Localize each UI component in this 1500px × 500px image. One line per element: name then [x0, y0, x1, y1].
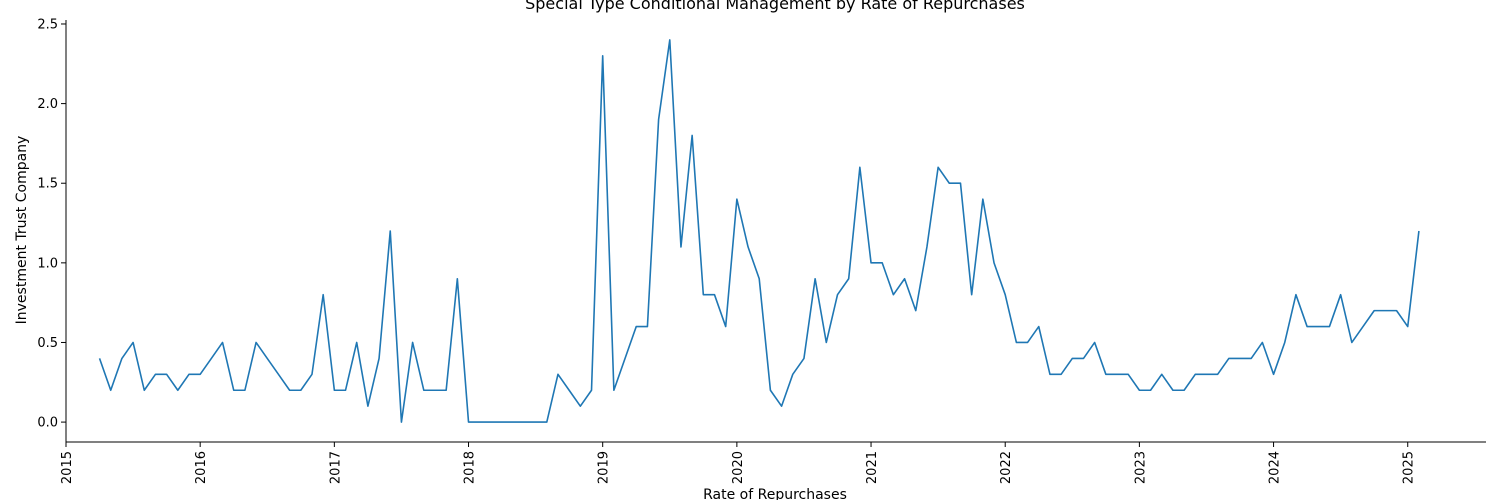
y-tick-label: 0.0 — [37, 416, 58, 431]
x-tick-label: 2017 — [328, 451, 343, 484]
x-tick-label: 2019 — [597, 451, 612, 484]
y-tick-label: 2.5 — [37, 17, 58, 32]
x-axis-ticks: 2015 2016 2017 2018 2019 2020 2021 2022 2023 2024… — [60, 442, 1417, 484]
x-tick-label: 2021 — [865, 451, 880, 484]
x-axis-title: Rate of Repurchases — [703, 487, 847, 500]
x-tick-label: 2022 — [999, 451, 1014, 484]
x-tick-label: 2016 — [194, 451, 209, 484]
x-tick-label: 2024 — [1268, 451, 1283, 484]
x-tick-label: 2015 — [60, 451, 75, 484]
x-tick-label: 2018 — [463, 451, 478, 484]
y-axis-ticks: 0.0 0.5 1.0 1.5 2.0 2.5 — [37, 17, 66, 431]
x-tick-label: 2025 — [1402, 451, 1417, 484]
series-line — [98, 39, 1420, 423]
y-tick-label: 1.0 — [37, 256, 58, 271]
chart-title: Special Type Conditional Management by R… — [525, 0, 1025, 13]
y-axis-title: Investment Trust Company — [14, 136, 30, 325]
x-tick-label: 2020 — [731, 451, 746, 484]
y-tick-label: 2.0 — [37, 97, 58, 112]
y-tick-label: 0.5 — [37, 336, 58, 351]
y-tick-label: 1.5 — [37, 177, 58, 192]
x-tick-label: 2023 — [1133, 451, 1148, 484]
